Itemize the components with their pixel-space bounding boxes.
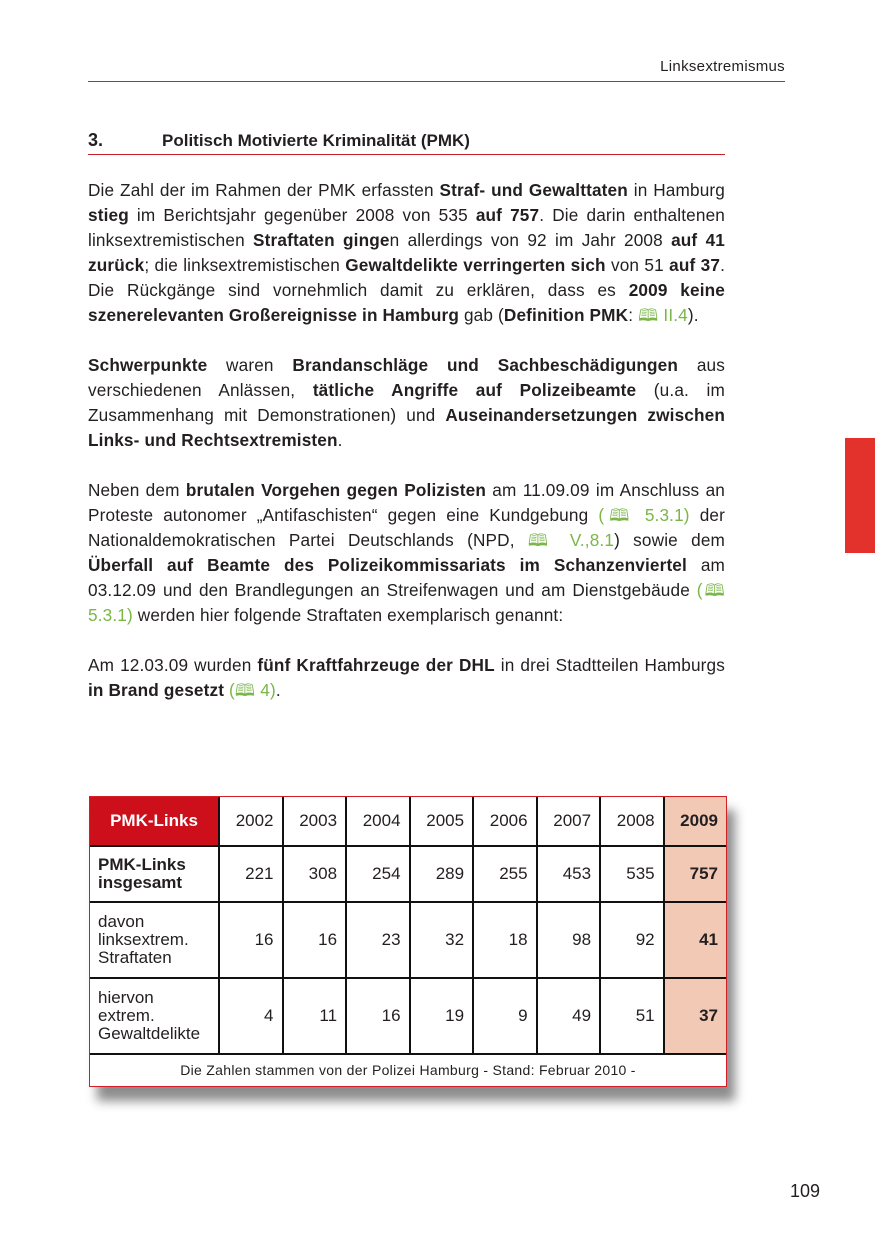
section-heading: 3. Politisch Motivierte Kriminalität (PMK… bbox=[88, 130, 725, 155]
text: werden hier folgende Straftaten exemplar… bbox=[132, 605, 564, 625]
cross-reference-link[interactable]: (🕮 5.3.1) bbox=[88, 580, 726, 625]
cell: 19 bbox=[409, 978, 475, 1055]
bold-text: stieg bbox=[88, 205, 129, 225]
bold-text: 2009 keine szenerelevanten Großereigniss… bbox=[88, 280, 725, 325]
cell: 98 bbox=[536, 902, 602, 979]
row-label: PMK-Links insgesamt bbox=[90, 846, 220, 903]
cell: 4 bbox=[219, 978, 284, 1055]
paragraph: Neben dem brutalen Vorgehen gegen Polizi… bbox=[88, 478, 725, 628]
section-number: 3. bbox=[88, 130, 104, 150]
paragraph: Am 12.03.09 wurden fünf Kraftfahrzeuge d… bbox=[88, 653, 725, 703]
text: (u.a. im Zusammenhang mit Demonstratione… bbox=[88, 380, 725, 425]
cell: 289 bbox=[409, 846, 475, 903]
text: am 11.09.09 im Anschluss an Proteste aut… bbox=[88, 480, 726, 525]
cell: 535 bbox=[600, 846, 665, 903]
year-header: 2004 bbox=[346, 797, 411, 847]
cell: 11 bbox=[282, 978, 348, 1055]
cell: 23 bbox=[346, 902, 411, 979]
text: Neben dem bbox=[88, 480, 186, 500]
cell: 221 bbox=[219, 846, 284, 903]
year-header: 2007 bbox=[536, 797, 602, 847]
cell: 18 bbox=[473, 902, 538, 979]
text: von 51 bbox=[605, 255, 670, 275]
paragraph: Die Zahl der im Rahmen der PMK erfassten… bbox=[88, 178, 725, 328]
year-header: 2009 bbox=[663, 797, 726, 847]
cell: 16 bbox=[282, 902, 348, 979]
cell: 51 bbox=[600, 978, 665, 1055]
cell: 37 bbox=[663, 978, 726, 1055]
bold-text: fünf Kraftfahrzeuge der DHL bbox=[257, 655, 495, 675]
bold-text: Überfall auf Beamte des Polizeikommissar… bbox=[88, 555, 687, 575]
body-text: Die Zahl der im Rahmen der PMK erfassten… bbox=[88, 178, 725, 728]
text: aus verschiedenen Anlässen, bbox=[88, 355, 725, 400]
page-number: 109 bbox=[789, 1181, 820, 1201]
paragraph: Schwerpunkte waren Brandanschläge und Sa… bbox=[88, 353, 725, 453]
text: n allerdings von 92 im Jahr 2008 bbox=[389, 230, 672, 250]
pmk-statistics-table: PMK-Links 2002 2003 2004 2005 2006 2007 … bbox=[89, 796, 727, 1087]
bold-text: tätliche Angriffe auf Polizeibeamte bbox=[312, 380, 637, 400]
bold-text: Auseinandersetzungen zwischen Links- und… bbox=[88, 405, 725, 450]
year-header: 2003 bbox=[282, 797, 348, 847]
table-header-row: PMK-Links 2002 2003 2004 2005 2006 2007 … bbox=[90, 797, 726, 847]
table-source-note: Die Zahlen stammen von der Polizei Hambu… bbox=[180, 1062, 636, 1078]
text: . bbox=[337, 430, 343, 450]
row-label: davon linksextrem. Straftaten bbox=[90, 902, 220, 979]
bold-text: Straf- und Gewalttaten bbox=[439, 180, 628, 200]
corner-label: PMK-Links bbox=[90, 797, 220, 847]
text: ; die linksextremistischen bbox=[144, 255, 346, 275]
cell: 32 bbox=[409, 902, 475, 979]
row-label: hiervon extrem. Gewaltdelikte bbox=[90, 978, 220, 1055]
table-row: hiervon extrem. Gewaltdelikte 4 11 16 19… bbox=[90, 978, 726, 1055]
bold-text: Gewaltdelikte verringerten sich bbox=[345, 255, 606, 275]
cell: 453 bbox=[536, 846, 602, 903]
text: . Die Rückgänge sind vornehmlich damit z… bbox=[88, 255, 725, 300]
text: ). bbox=[687, 305, 699, 325]
cross-reference-link[interactable]: 🕮 II.4 bbox=[638, 305, 688, 325]
cell: 9 bbox=[473, 978, 538, 1055]
bold-text: auf 41 zurück bbox=[88, 230, 725, 275]
cell: 255 bbox=[473, 846, 538, 903]
text: ) sowie dem bbox=[614, 530, 725, 550]
cell: 49 bbox=[536, 978, 602, 1055]
text: Die Zahl der im Rahmen der PMK erfassten bbox=[88, 180, 440, 200]
cross-reference-link[interactable]: 🕮 V.,8.1 bbox=[527, 530, 615, 550]
cell: 308 bbox=[282, 846, 348, 903]
cell: 16 bbox=[346, 978, 411, 1055]
bold-text: brutalen Vorgehen gegen Polizisten bbox=[185, 480, 486, 500]
year-header: 2008 bbox=[600, 797, 665, 847]
cell: 254 bbox=[346, 846, 411, 903]
text: in drei Stadtteilen Hamburgs bbox=[494, 655, 725, 675]
cross-reference-link[interactable]: (🕮 4) bbox=[229, 680, 276, 700]
year-header: 2002 bbox=[219, 797, 284, 847]
bold-text: Definition PMK bbox=[503, 305, 629, 325]
bold-text: Brandanschläge und Sachbeschädigungen bbox=[292, 355, 679, 375]
text: : bbox=[628, 305, 639, 325]
section-title: Politisch Motivierte Kriminalität (PMK) bbox=[162, 131, 470, 150]
chapter-tab-marker bbox=[845, 438, 875, 553]
year-header: 2005 bbox=[409, 797, 475, 847]
text: Am 12.03.09 wurden bbox=[88, 655, 258, 675]
text: . Die darin enthaltenen linksextremistis… bbox=[88, 205, 725, 250]
text: . bbox=[275, 680, 281, 700]
text: waren bbox=[207, 355, 293, 375]
bold-text: Schwerpunkte bbox=[88, 355, 208, 375]
text: am 03.12.09 und den Brandlegungen an Str… bbox=[88, 555, 725, 600]
cell: 16 bbox=[219, 902, 284, 979]
table-row: davon linksextrem. Straftaten 16 16 23 3… bbox=[90, 902, 726, 979]
bold-text: auf 37 bbox=[669, 255, 721, 275]
cell: 41 bbox=[663, 902, 726, 979]
cell: 757 bbox=[663, 846, 726, 903]
cell: 92 bbox=[600, 902, 665, 979]
running-head: Linksextremismus bbox=[88, 58, 785, 82]
text: im Berichtsjahr gegenüber 2008 von 535 bbox=[128, 205, 476, 225]
year-header: 2006 bbox=[473, 797, 538, 847]
cross-reference-link[interactable]: (🕮 5.3.1) bbox=[598, 505, 690, 525]
text: der Nationaldemokratischen Partei Deutsc… bbox=[88, 505, 725, 550]
bold-text: auf 757 bbox=[475, 205, 540, 225]
bold-text: in Brand gesetzt bbox=[88, 680, 225, 700]
text: in Hamburg bbox=[627, 180, 725, 200]
table-row: PMK-Links insgesamt 221 308 254 289 255 … bbox=[90, 846, 726, 903]
bold-text: Straftaten ginge bbox=[253, 230, 390, 250]
text: gab ( bbox=[459, 305, 504, 325]
